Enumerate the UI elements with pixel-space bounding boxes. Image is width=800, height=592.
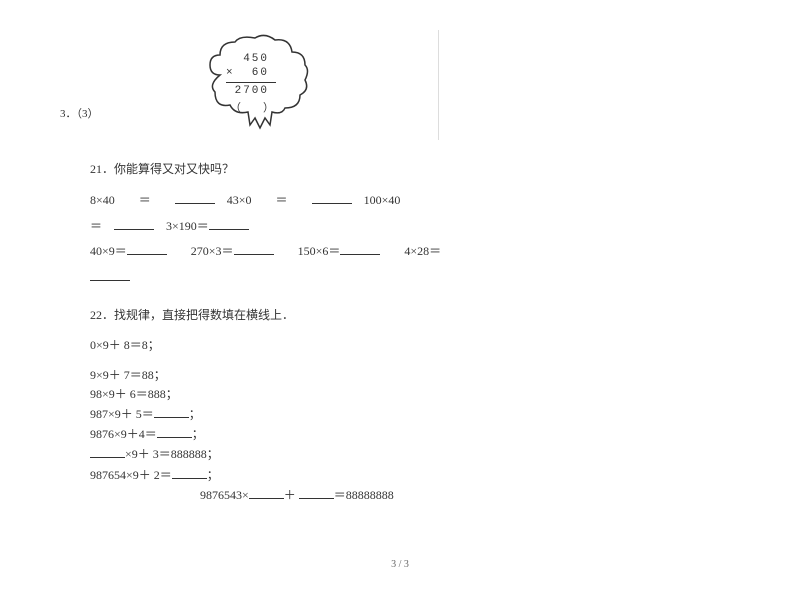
question-21: 21．你能算得又对又快吗？ [90, 160, 710, 178]
q21-l1c: 100×40 [352, 193, 401, 207]
p4a: 987×9＋ 5＝ [90, 407, 154, 421]
calc-row1: 450 [226, 52, 276, 66]
q21-l2a: ＝ [90, 219, 114, 233]
q21-line1: 8×40 ＝ 43×0 ＝ 100×40 [90, 190, 710, 212]
p8b: ＋ [284, 488, 299, 502]
question-22: 22．找规律，直接把得数填在横线上． [90, 306, 710, 324]
p1: 0×9＋ 8＝8； [90, 336, 710, 355]
q21-line3: 40×9＝ 270×3＝ 150×6＝ 4×28＝ [90, 241, 710, 263]
q21-l3d: 4×28＝ [380, 244, 441, 258]
pattern-block: 0×9＋ 8＝8； [90, 336, 710, 355]
q21-l3a: 40×9＝ [90, 244, 127, 258]
blank [340, 241, 380, 255]
calc-row2: × 60 [226, 66, 276, 80]
blank [157, 424, 192, 438]
p2: 9×9＋ 7＝88； [90, 366, 710, 385]
blank [175, 190, 215, 204]
page-number: 3 / 3 [391, 557, 409, 572]
blank [172, 465, 207, 479]
p8a: 9876543× [200, 488, 249, 502]
p5b: ； [192, 427, 204, 441]
calc-row3: 2700 [226, 84, 276, 98]
q21-text: 你能算得又对又快吗？ [114, 162, 234, 176]
blank [312, 190, 352, 204]
blank [90, 444, 125, 458]
q21-l2b: 3×190＝ [154, 219, 209, 233]
q21-line2: ＝ 3×190＝ [90, 216, 710, 238]
p7b: ； [207, 468, 219, 482]
p8: 9876543× ＋ ＝88888888 [200, 485, 710, 505]
p6b: ×9＋ 3＝888888； [125, 447, 219, 461]
p7a: 987654×9＋ 2＝ [90, 468, 172, 482]
blank [127, 241, 167, 255]
q21-l3b: 270×3＝ [167, 244, 234, 258]
q21-number: 21． [90, 162, 114, 176]
q21-line4 [90, 267, 710, 289]
p5a: 9876×9＋4＝ [90, 427, 157, 441]
blank [234, 241, 274, 255]
blank [209, 216, 249, 230]
q22-text: 找规律，直接把得数填在横线上． [114, 308, 294, 322]
calc-line [226, 82, 276, 83]
cloud-calculation: 450 × 60 2700 [200, 30, 710, 120]
blank [154, 404, 189, 418]
q21-l1a: 8×40 ＝ [90, 193, 175, 207]
pattern-block2: 9×9＋ 7＝88； 98×9＋ 6＝888； 987×9＋ 5＝ ； 9876×… [90, 366, 710, 505]
blank [299, 485, 334, 499]
q21-l1b: 43×0 ＝ [215, 193, 312, 207]
p8c: ＝88888888 [334, 488, 394, 502]
p7: 987654×9＋ 2＝ ； [90, 465, 710, 485]
p3: 98×9＋ 6＝888； [90, 385, 710, 404]
blank [249, 485, 284, 499]
q3-paren: （ ） [230, 100, 274, 117]
blank [114, 216, 154, 230]
q3-label: 3．（3） [60, 106, 99, 123]
blank [90, 267, 130, 281]
p5: 9876×9＋4＝ ； [90, 424, 710, 444]
p4: 987×9＋ 5＝ ； [90, 404, 710, 424]
q21-l3c: 150×6＝ [274, 244, 341, 258]
p4b: ； [189, 407, 201, 421]
cloud-math: 450 × 60 2700 [226, 52, 276, 98]
q22-number: 22． [90, 308, 114, 322]
p6: ×9＋ 3＝888888； [90, 444, 710, 464]
